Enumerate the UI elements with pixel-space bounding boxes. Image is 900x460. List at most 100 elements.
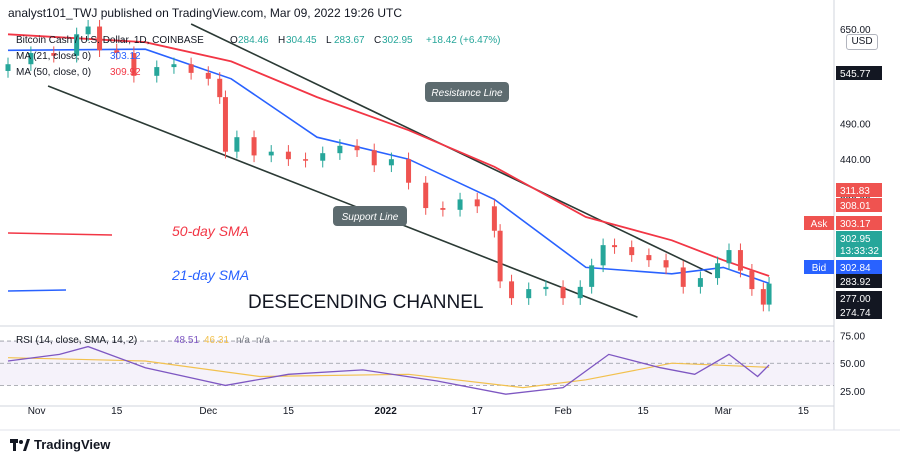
sma50-line <box>7 33 770 277</box>
tradingview-mark-icon <box>10 438 30 451</box>
countdown-text: 13:33:32 <box>840 246 879 257</box>
candle <box>268 151 274 156</box>
sma21-legend-swatch <box>7 289 67 292</box>
candle <box>28 53 34 65</box>
time-tick-label: 15 <box>798 406 810 417</box>
change-value: +18.42 (+6.47%) <box>426 35 501 46</box>
candle <box>680 267 686 287</box>
candle <box>85 26 91 35</box>
price-label: 283.92 <box>836 274 882 288</box>
candle <box>491 206 497 231</box>
ma50-value: 309.92 <box>110 67 141 78</box>
candle <box>600 245 606 266</box>
price-label-text: 311.83 <box>840 186 870 197</box>
ohlc-key: O <box>230 35 238 46</box>
currency-button[interactable]: USD <box>846 34 878 50</box>
rsi-na-value: n/a <box>236 335 250 346</box>
candle <box>629 247 635 256</box>
candle <box>589 265 595 287</box>
price-tick-label: 490.00 <box>840 119 871 130</box>
price-tag <box>804 260 834 274</box>
candle <box>154 67 160 76</box>
candle <box>131 53 137 76</box>
support-callout-text: Support Line <box>342 212 399 223</box>
rsi-line <box>7 345 770 395</box>
candle <box>171 64 177 68</box>
candle <box>457 199 463 210</box>
candle <box>371 150 377 166</box>
time-tick-label: 15 <box>111 406 123 417</box>
candle <box>474 199 480 207</box>
price-label: 277.00 <box>836 291 882 305</box>
candle <box>303 159 309 161</box>
candle <box>760 289 766 305</box>
time-tick-label: Feb <box>554 406 572 417</box>
price-label: 302.84 Bid <box>804 260 882 274</box>
price-tag <box>804 216 834 230</box>
sma21-line <box>7 48 770 285</box>
candle <box>285 151 291 160</box>
price-label: 308.01 <box>836 198 882 212</box>
support-trend-line <box>47 85 638 318</box>
candle <box>440 208 446 210</box>
time-tick-label: 15 <box>638 406 650 417</box>
price-label-text: 545.77 <box>840 69 871 80</box>
candle <box>388 159 394 166</box>
price-tick-label: 440.00 <box>840 155 871 166</box>
ma50-legend: MA (50, close, 0) <box>16 67 91 78</box>
ma21-value: 303.12 <box>110 51 141 62</box>
price-label: 303.17 Ask <box>804 216 882 230</box>
candle <box>251 137 257 156</box>
ohlc-value: 284.46 <box>238 35 269 46</box>
price-label: 274.74 <box>836 305 882 319</box>
price-label-text: 308.01 <box>840 201 871 212</box>
rsi-tick-label: 25.00 <box>840 387 865 398</box>
price-tag-text: Ask <box>811 219 829 230</box>
price-label-text: 277.00 <box>840 294 871 305</box>
candle <box>337 145 343 154</box>
price-label: 311.83 <box>836 183 882 197</box>
candle <box>188 64 194 73</box>
candle <box>320 153 326 161</box>
candle <box>74 34 80 56</box>
candle <box>543 286 549 290</box>
ohlc-value: 304.45 <box>286 35 317 46</box>
ohlc-key: L <box>326 35 332 46</box>
candle <box>497 230 503 282</box>
tradingview-brand: TradingView <box>34 437 111 452</box>
price-label-text: 283.92 <box>840 277 871 288</box>
rsi-legend: RSI (14, close, SMA, 14, 2) <box>16 335 137 346</box>
candle <box>737 250 743 271</box>
rsi-sma-value: 46.31 <box>204 335 229 346</box>
candle <box>726 250 732 264</box>
candle <box>114 50 120 54</box>
candle <box>646 255 652 261</box>
channel-title: DESECENDING CHANNEL <box>248 292 483 313</box>
time-tick-label: 15 <box>283 406 295 417</box>
candle <box>663 260 669 268</box>
price-label-text: 274.74 <box>840 308 871 319</box>
candle <box>354 145 360 151</box>
price-label-text: 302.84 <box>840 263 871 274</box>
candle <box>406 159 412 183</box>
candle <box>509 281 515 299</box>
ohlc-key: C <box>374 35 381 46</box>
candle <box>423 182 429 209</box>
candle <box>577 286 583 299</box>
price-tag-text: Bid <box>812 263 826 274</box>
rsi-na-value: n/a <box>256 335 270 346</box>
candle <box>715 263 721 279</box>
candle <box>766 283 772 305</box>
ohlc-value: 283.67 <box>334 35 365 46</box>
candle <box>5 64 11 71</box>
ohlc-key: H <box>278 35 285 46</box>
candle <box>526 289 532 299</box>
price-label-text: 302.95 <box>840 234 871 245</box>
time-tick-label: Dec <box>199 406 217 417</box>
candle <box>222 97 228 152</box>
rsi-tick-label: 50.00 <box>840 359 865 370</box>
candle <box>697 278 703 287</box>
candle <box>205 72 211 79</box>
